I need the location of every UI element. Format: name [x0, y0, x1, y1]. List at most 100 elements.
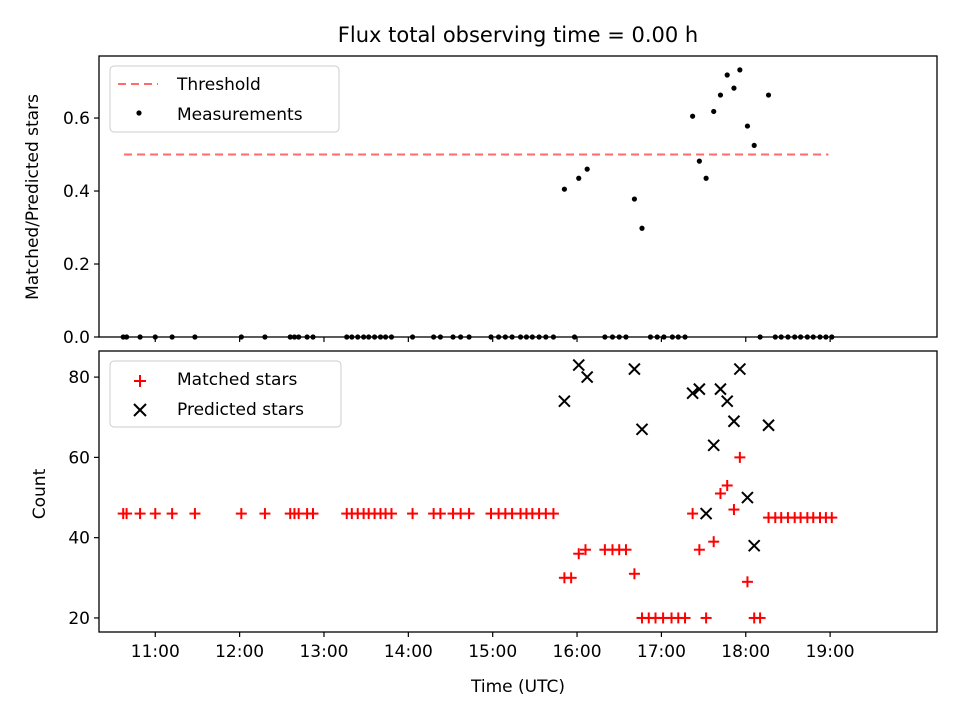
- x-axis-label: Time (UTC): [470, 677, 565, 697]
- y-tick-label: 40: [68, 529, 90, 549]
- measurement-point: [584, 166, 590, 172]
- measurement-point: [751, 142, 757, 149]
- predicted-point: [741, 491, 754, 504]
- matched-point: [565, 572, 577, 584]
- predicted-point: [558, 394, 571, 408]
- predicted-point-b: [572, 358, 585, 372]
- predicted-point: [628, 362, 641, 376]
- matched-point: [434, 508, 446, 520]
- predicted-point: [720, 394, 734, 408]
- predicted-point: [699, 507, 713, 520]
- measurements-legend-label: Measurements: [177, 105, 303, 125]
- y-tick-label: 60: [68, 448, 90, 468]
- predicted-point: [714, 382, 727, 396]
- measurement-point: [639, 225, 645, 231]
- threshold-legend-label: Threshold: [176, 75, 261, 95]
- bottom-legend: Matched stars Predicted stars: [109, 360, 342, 428]
- top-plot-frame: [98, 55, 938, 338]
- matched-point: [741, 576, 753, 588]
- top-legend: Threshold Measurements: [109, 65, 340, 133]
- matched-point: [708, 536, 720, 548]
- top-plot: 0.0 0.2 0.4 0.6 Matched/Predicted stars Thr…: [23, 55, 938, 348]
- predicted-point-b: [762, 419, 775, 432]
- y-tick-label: 20: [68, 609, 90, 629]
- matched-legend-swatch: [134, 375, 146, 387]
- predicted-point: [580, 370, 594, 384]
- matched-point: [385, 508, 397, 520]
- predicted-point-b: [747, 539, 761, 552]
- predicted-point-b: [733, 362, 747, 376]
- predicted-point: [686, 386, 699, 400]
- matched-point: [259, 508, 271, 520]
- matched-point: [307, 508, 319, 520]
- measurement-point: [765, 92, 772, 98]
- y-tick-label: 80: [68, 368, 90, 388]
- matched-point: [728, 504, 740, 516]
- predicted-point-b: [686, 386, 699, 400]
- x-tick-label: 17:00: [637, 642, 686, 662]
- predicted-point-b: [628, 362, 641, 376]
- matched-point: [734, 451, 746, 463]
- matched-point: [579, 544, 591, 556]
- matched-point: [189, 508, 201, 520]
- x-tick-label: 12:00: [215, 642, 264, 662]
- measurement-point: [737, 67, 743, 73]
- matched-point: [693, 544, 705, 556]
- matched-point: [826, 512, 838, 524]
- matched-point: [121, 508, 133, 520]
- matched-point: [714, 488, 726, 500]
- predicted-point-b: [693, 382, 706, 396]
- y-tick-label: 0.4: [63, 182, 90, 202]
- x-tick-label: 14:00: [384, 642, 433, 662]
- matched-point: [573, 548, 585, 560]
- predicted-point-b: [558, 394, 571, 408]
- bottom-y-ticks: 20 40 60 80: [68, 368, 99, 629]
- top-x-ticks: [154, 337, 831, 342]
- top-y-ticks: 0.0 0.2 0.4 0.6: [63, 109, 99, 348]
- predicted-point: [635, 423, 649, 436]
- chart-title: Flux total observing time = 0.00 h: [338, 23, 698, 47]
- matched-point: [628, 568, 640, 580]
- predicted-point-b: [699, 507, 713, 520]
- predicted-point-b: [714, 382, 727, 396]
- measurement-point: [696, 158, 702, 164]
- matched-point: [149, 508, 161, 520]
- matched-point: [463, 508, 475, 520]
- predicted-point: [572, 358, 585, 372]
- measurement-point: [717, 92, 724, 98]
- predicted-point: [762, 419, 775, 432]
- matched-point: [754, 612, 766, 624]
- matched-point: [679, 612, 691, 624]
- measurement-point: [576, 175, 582, 181]
- bottom-x-ticks: 11:00 12:00 13:00 14:00 15:00 16:00 17:00 18:00…: [131, 632, 855, 662]
- measurements-legend-swatch: [136, 110, 142, 116]
- bottom-y-axis-label: Count: [30, 468, 50, 519]
- matched-point: [407, 508, 419, 520]
- predicted-point-b: [741, 491, 754, 504]
- bottom-plot-marks: [117, 358, 838, 624]
- matched-point: [134, 508, 146, 520]
- bottom-plot-frame: [98, 350, 938, 633]
- predicted-point: [707, 439, 720, 452]
- measurement-point: [631, 196, 638, 202]
- predicted-point: [733, 362, 747, 376]
- predicted-point: [727, 415, 741, 428]
- predicted-point-b: [727, 415, 741, 428]
- y-tick-label: 0.6: [63, 109, 90, 129]
- matched-point: [620, 544, 632, 556]
- x-tick-label: 15:00: [468, 642, 517, 662]
- y-tick-label: 0.2: [63, 255, 90, 275]
- predicted-point-b: [720, 394, 734, 408]
- measurement-point: [711, 108, 717, 115]
- matched-legend-label: Matched stars: [177, 370, 297, 390]
- predicted-point-b: [635, 423, 649, 436]
- matched-point: [166, 508, 178, 520]
- predicted-point: [747, 539, 761, 552]
- x-tick-label: 13:00: [299, 642, 348, 662]
- predicted-point-b: [580, 370, 594, 384]
- matched-point: [687, 508, 699, 520]
- matched-point: [721, 479, 733, 491]
- measurement-point: [731, 85, 737, 91]
